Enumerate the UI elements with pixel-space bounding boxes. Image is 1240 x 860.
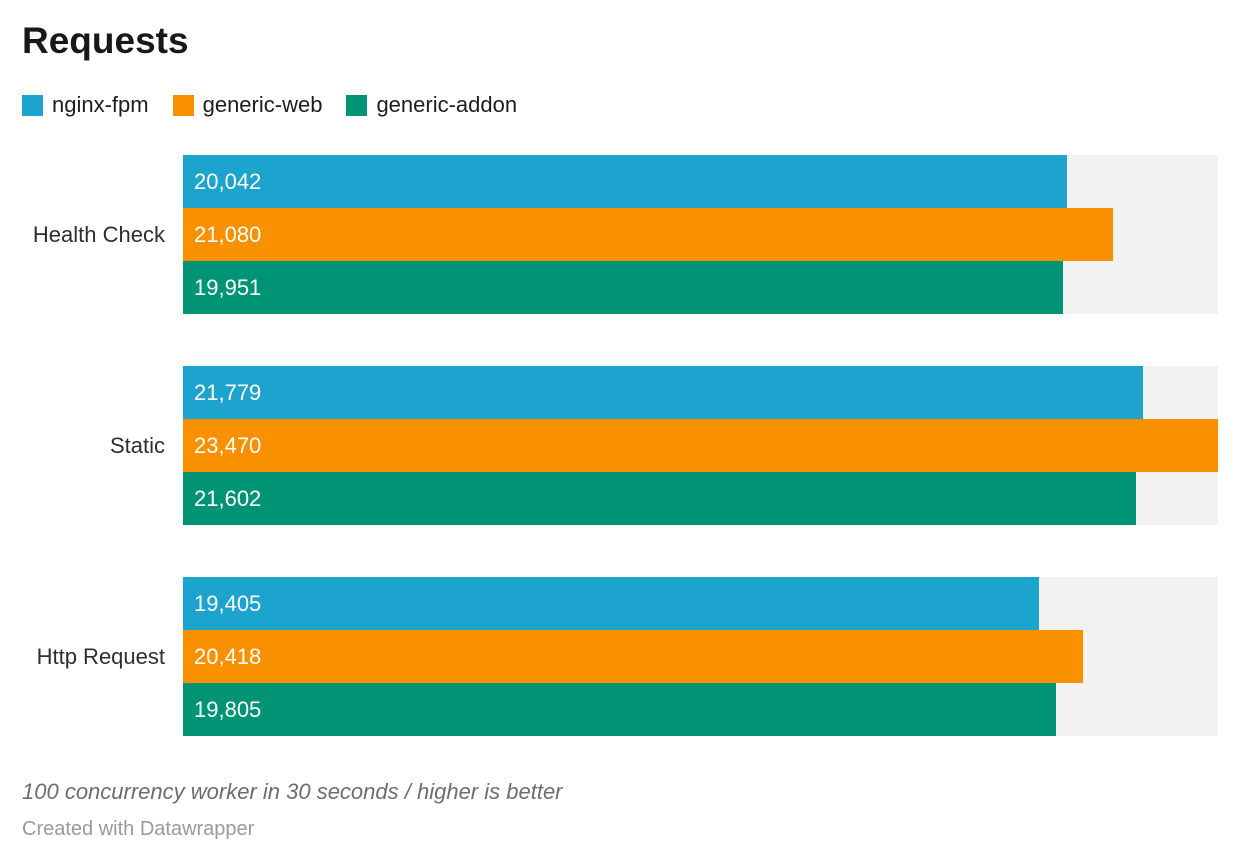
legend-item-nginx-fpm: nginx-fpm: [22, 92, 149, 118]
bar-value-label: 21,779: [194, 379, 262, 405]
chart-notes: 100 concurrency worker in 30 seconds / h…: [22, 779, 563, 805]
legend: nginx-fpm generic-web generic-addon: [22, 92, 1218, 118]
legend-item-generic-web: generic-web: [172, 92, 323, 118]
chart: Health Check 20,042 21,080 19,951 Static 21,7…: [22, 155, 1218, 737]
bar-stack: 19,405 20,418 19,805: [183, 577, 1218, 737]
bar-generic-web: 23,470: [183, 419, 1218, 473]
legend-item-generic-addon: generic-addon: [346, 92, 517, 118]
category-label: Health Check: [32, 221, 165, 247]
bar-track: 21,080: [183, 208, 1218, 262]
category-label: Static: [109, 432, 165, 458]
bar-value-label: 19,405: [194, 590, 262, 616]
legend-label: generic-addon: [376, 92, 518, 118]
legend-swatch-generic-web: [172, 94, 194, 116]
bar-value-label: 21,602: [194, 485, 262, 511]
legend-label: generic-web: [202, 92, 323, 118]
datawrapper-attribution[interactable]: Created with Datawrapper: [22, 817, 255, 840]
bar-track: 20,418: [183, 630, 1218, 684]
legend-label: nginx-fpm: [52, 92, 149, 118]
legend-swatch-generic-addon: [346, 94, 368, 116]
bar-generic-web: 21,080: [183, 208, 1113, 262]
bar-group: Http Request 19,405 20,418 19,805: [22, 577, 1218, 737]
bar-track: 21,779: [183, 366, 1218, 420]
bar-group: Static 21,779 23,470 21,602: [22, 366, 1218, 526]
chart-title: Requests: [22, 20, 189, 61]
bar-generic-web: 20,418: [183, 630, 1084, 684]
bar-track: 19,805: [183, 683, 1218, 737]
bar-nginx-fpm: 21,779: [183, 366, 1144, 420]
bar-nginx-fpm: 19,405: [183, 577, 1039, 631]
bar-value-label: 20,042: [194, 168, 262, 194]
bar-generic-addon: 19,951: [183, 261, 1063, 315]
bar-track: 20,042: [183, 155, 1218, 209]
bar-value-label: 23,470: [194, 432, 262, 458]
bar-stack: 20,042 21,080 19,951: [183, 155, 1218, 315]
category-label: Http Request: [36, 643, 165, 669]
bar-value-label: 19,805: [194, 696, 262, 722]
bar-generic-addon: 21,602: [183, 472, 1136, 526]
bar-group: Health Check 20,042 21,080 19,951: [22, 155, 1218, 315]
bar-track: 23,470: [183, 419, 1218, 473]
bar-stack: 21,779 23,470 21,602: [183, 366, 1218, 526]
bar-nginx-fpm: 20,042: [183, 155, 1067, 209]
legend-swatch-nginx-fpm: [22, 94, 43, 116]
bar-generic-addon: 19,805: [183, 683, 1057, 737]
bar-value-label: 19,951: [194, 274, 262, 300]
bar-track: 19,405: [183, 577, 1218, 631]
bar-track: 21,602: [183, 472, 1218, 526]
bar-track: 19,951: [183, 261, 1218, 315]
bar-value-label: 21,080: [194, 221, 262, 247]
bar-value-label: 20,418: [194, 643, 262, 669]
